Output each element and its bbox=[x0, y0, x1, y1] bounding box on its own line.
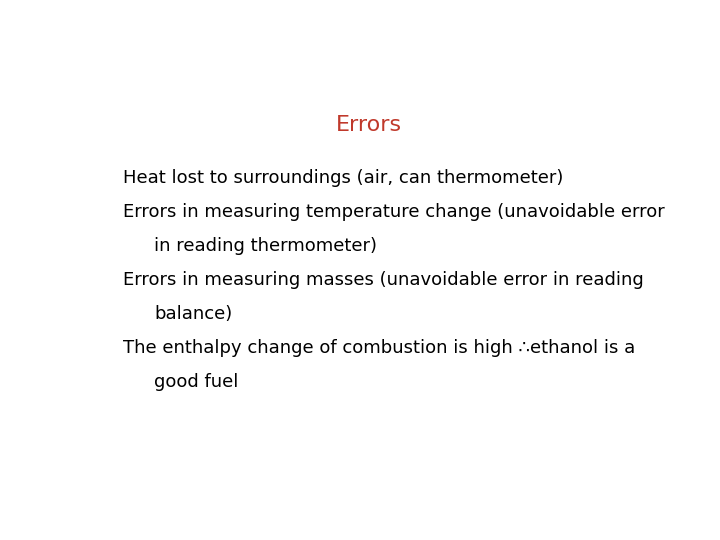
Text: The enthalpy change of combustion is high ∴ethanol is a: The enthalpy change of combustion is hig… bbox=[124, 339, 636, 357]
Text: Errors: Errors bbox=[336, 114, 402, 134]
Text: Heat lost to surroundings (air, can thermometer): Heat lost to surroundings (air, can ther… bbox=[124, 168, 564, 187]
Text: Errors in measuring masses (unavoidable error in reading: Errors in measuring masses (unavoidable … bbox=[124, 271, 644, 289]
Text: Errors in measuring temperature change (unavoidable error: Errors in measuring temperature change (… bbox=[124, 203, 665, 221]
Text: balance): balance) bbox=[154, 305, 233, 323]
Text: in reading thermometer): in reading thermometer) bbox=[154, 237, 377, 255]
Text: good fuel: good fuel bbox=[154, 373, 238, 392]
